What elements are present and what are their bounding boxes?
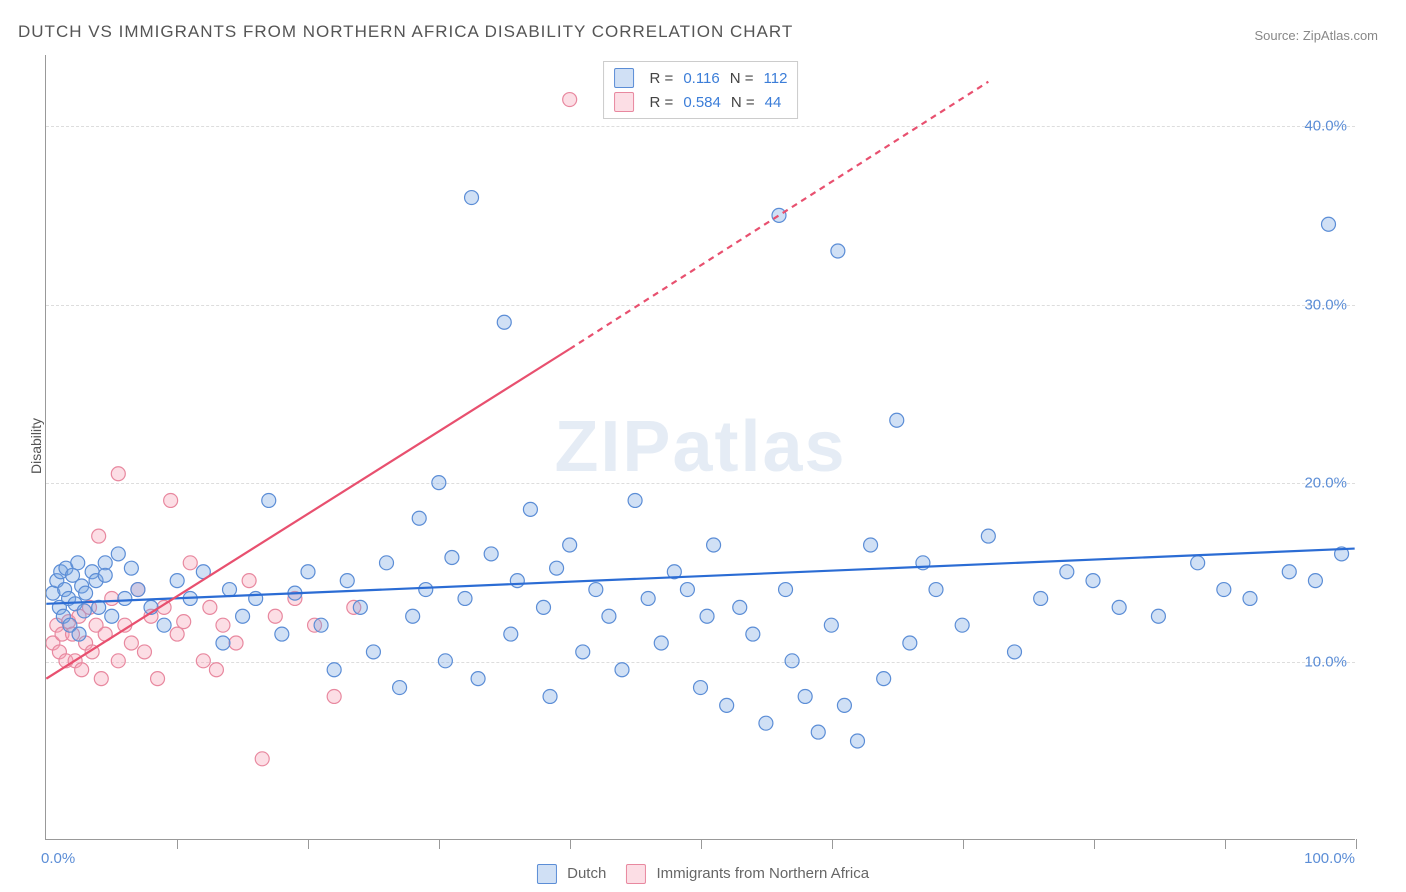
x-tick [439,839,440,849]
r-value-blue: 0.116 [683,70,719,87]
x-tick [177,839,178,849]
x-tick [1356,839,1357,849]
legend-label-pink: Immigrants from Northern Africa [656,865,869,882]
legend-row-blue: R = 0.116 N = 112 [614,66,788,90]
n-value-pink: 44 [765,94,782,111]
n-value-blue: 112 [764,70,788,87]
legend-swatch-blue-icon [537,864,557,884]
x-tick [308,839,309,849]
chart-container: DUTCH VS IMMIGRANTS FROM NORTHERN AFRICA… [0,0,1406,892]
x-tick [1225,839,1226,849]
legend-item-blue: Dutch [537,864,606,884]
x-tick [963,839,964,849]
y-axis-label: Disability [28,418,44,474]
x-tick [570,839,571,849]
chart-title: DUTCH VS IMMIGRANTS FROM NORTHERN AFRICA… [18,22,793,42]
legend-item-pink: Immigrants from Northern Africa [626,864,869,884]
n-label: N = [730,70,754,87]
source-label: Source: ZipAtlas.com [1254,28,1378,43]
legend-swatch-pink-icon [626,864,646,884]
series-legend: Dutch Immigrants from Northern Africa [537,864,869,884]
legend-swatch-blue [614,68,634,88]
legend-row-pink: R = 0.584 N = 44 [614,90,788,114]
n-label: N = [731,94,755,111]
r-value-pink: 0.584 [683,94,721,111]
x-axis-min-label: 0.0% [41,850,75,867]
x-axis-max-label: 100.0% [1304,850,1355,867]
r-label: R = [650,94,674,111]
plot-area: ZIPatlas R = 0.116 N = 112 R = 0.584 N =… [45,55,1355,840]
plot-svg [46,55,1355,839]
legend-swatch-pink [614,92,634,112]
x-tick [832,839,833,849]
legend-label-blue: Dutch [567,865,606,882]
r-label: R = [650,70,674,87]
x-tick [701,839,702,849]
correlation-legend: R = 0.116 N = 112 R = 0.584 N = 44 [603,61,799,119]
x-tick [1094,839,1095,849]
